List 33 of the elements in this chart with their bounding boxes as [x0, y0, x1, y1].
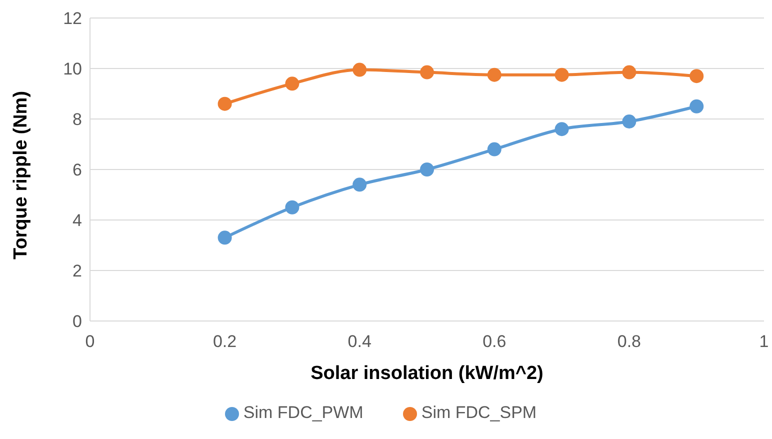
y-tick-label: 8 [72, 110, 82, 130]
y-tick-label: 10 [63, 60, 82, 79]
point [622, 114, 636, 129]
point [554, 122, 569, 136]
point [352, 62, 367, 77]
point [285, 76, 300, 91]
y-tick-label: 12 [63, 9, 82, 28]
point [420, 162, 434, 176]
point [285, 200, 300, 214]
x-tick-label: 0.2 [212, 332, 237, 352]
y-tick-label: 6 [72, 160, 82, 180]
x-tick-label: 0 [85, 332, 95, 352]
point [554, 68, 569, 82]
point [690, 99, 704, 114]
y-axis-title: Torque ripple (Nm) [10, 90, 32, 260]
legend-label: Sim FDC_PWM [243, 403, 364, 422]
y-tick-label: 2 [72, 262, 82, 281]
point [690, 69, 704, 84]
point [218, 96, 232, 111]
x-axis-title: Solar insolation (kW/m^2) [310, 363, 544, 384]
x-tick-label: 0.8 [617, 332, 642, 352]
point [352, 178, 367, 192]
point [420, 65, 434, 80]
y-tick-label: 0 [72, 312, 82, 332]
x-tick-label: 0.4 [348, 332, 372, 352]
point [487, 142, 502, 156]
y-tick-label: 4 [72, 211, 82, 230]
point [218, 230, 232, 245]
point [622, 65, 636, 80]
point [487, 68, 502, 82]
x-tick-label: 1 [759, 332, 769, 352]
legend-label: Sim FDC_SPM [421, 403, 537, 422]
x-tick-label: 0.6 [482, 332, 506, 352]
